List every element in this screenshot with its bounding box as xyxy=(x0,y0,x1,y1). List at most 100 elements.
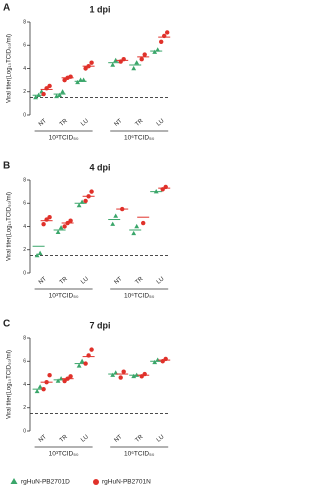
y-tick-label: 6 xyxy=(23,359,26,365)
point xyxy=(110,372,116,377)
point xyxy=(152,359,158,365)
point xyxy=(62,77,67,83)
point xyxy=(131,230,137,236)
y-tick-label: 2 xyxy=(23,89,26,95)
point xyxy=(41,386,46,392)
x-tick-label: LU xyxy=(80,434,90,444)
y-tick-label: 4 xyxy=(23,224,26,230)
point xyxy=(142,52,147,57)
point xyxy=(118,375,123,380)
point xyxy=(34,252,40,258)
point xyxy=(110,62,116,67)
point xyxy=(155,47,161,52)
point xyxy=(89,347,94,352)
y-axis-label: Viral titer(Log₁₀TCID₅₀/ml) xyxy=(7,34,13,103)
y-tick-label: 0 xyxy=(23,270,26,276)
group-label: 10³TCID₅₀ xyxy=(49,293,79,300)
point xyxy=(155,357,161,362)
group-label: 10³TCID₅₀ xyxy=(49,135,79,142)
group-label: 10³TCID₅₀ xyxy=(49,451,79,458)
x-tick-label: NT xyxy=(114,118,124,128)
point xyxy=(79,199,85,204)
x-tick-label: LU xyxy=(156,276,166,286)
y-tick-label: 0 xyxy=(23,112,26,118)
point xyxy=(55,378,61,383)
point xyxy=(58,376,64,381)
point xyxy=(47,83,52,89)
x-tick-label: TR xyxy=(135,434,145,444)
point xyxy=(131,65,137,71)
point xyxy=(47,373,52,378)
y-tick-label: 4 xyxy=(23,382,26,388)
y-tick-label: 4 xyxy=(23,66,26,72)
panel-label: C xyxy=(3,319,10,330)
point xyxy=(83,361,88,366)
x-tick-label: NT xyxy=(114,434,124,444)
point xyxy=(113,213,119,218)
group-label: 10⁶TCID₅₀ xyxy=(124,451,155,458)
y-tick-label: 8 xyxy=(23,19,26,25)
y-tick-label: 8 xyxy=(23,335,26,341)
y-tick-label: 2 xyxy=(23,405,26,411)
legend-label: rgHuN-PB2701N xyxy=(102,479,151,486)
panel-label: B xyxy=(3,161,10,172)
legend-label: rgHuN-PB2701D xyxy=(21,479,70,486)
point xyxy=(41,221,46,227)
y-axis-label: Viral titer(Log₁₀TCID₅₀/ml) xyxy=(7,350,13,419)
point xyxy=(34,388,40,394)
panel-title: 1 dpi xyxy=(89,4,110,14)
point xyxy=(37,384,43,389)
group-label: 10⁶TCID₅₀ xyxy=(124,293,155,300)
point xyxy=(57,92,62,97)
point xyxy=(62,378,67,384)
x-tick-label: LU xyxy=(80,118,90,128)
point xyxy=(139,57,144,62)
point xyxy=(81,77,86,82)
panel-title: 4 dpi xyxy=(89,162,110,172)
y-axis-label: Viral titer(Log₁₀TCID₅₀/ml) xyxy=(7,192,13,261)
x-tick-label: TR xyxy=(59,434,69,444)
point xyxy=(89,189,94,194)
point xyxy=(75,79,80,85)
point xyxy=(37,250,43,255)
y-tick-label: 2 xyxy=(23,247,26,253)
point xyxy=(41,91,46,97)
point xyxy=(60,89,65,94)
x-tick-label: TR xyxy=(59,118,69,128)
point xyxy=(110,221,116,226)
point xyxy=(58,225,64,230)
point xyxy=(55,229,61,235)
x-tick-label: LU xyxy=(156,118,166,128)
point xyxy=(152,49,158,54)
point xyxy=(89,60,94,65)
point xyxy=(83,198,88,204)
point xyxy=(76,202,82,208)
point xyxy=(83,66,88,71)
x-tick-label: NT xyxy=(38,276,48,286)
legend-marker xyxy=(10,478,18,484)
panel-label: A xyxy=(3,3,10,14)
y-tick-label: 6 xyxy=(23,201,26,207)
point xyxy=(76,363,82,368)
group-label: 10⁶TCID₅₀ xyxy=(124,135,155,142)
x-tick-label: TR xyxy=(135,118,145,128)
x-tick-label: NT xyxy=(38,434,48,444)
point xyxy=(131,373,137,379)
x-tick-label: TR xyxy=(59,276,69,286)
point xyxy=(68,218,73,223)
point xyxy=(134,223,140,229)
y-tick-label: 8 xyxy=(23,177,26,183)
point xyxy=(165,30,170,35)
x-tick-label: TR xyxy=(135,276,145,286)
x-tick-label: LU xyxy=(80,276,90,286)
point xyxy=(113,57,119,63)
point xyxy=(47,215,52,220)
y-tick-label: 6 xyxy=(23,43,26,49)
point xyxy=(121,369,126,374)
point xyxy=(79,358,85,363)
point xyxy=(33,94,38,100)
point xyxy=(54,93,59,99)
point xyxy=(159,39,164,44)
point xyxy=(141,220,146,226)
x-tick-label: NT xyxy=(38,118,48,128)
